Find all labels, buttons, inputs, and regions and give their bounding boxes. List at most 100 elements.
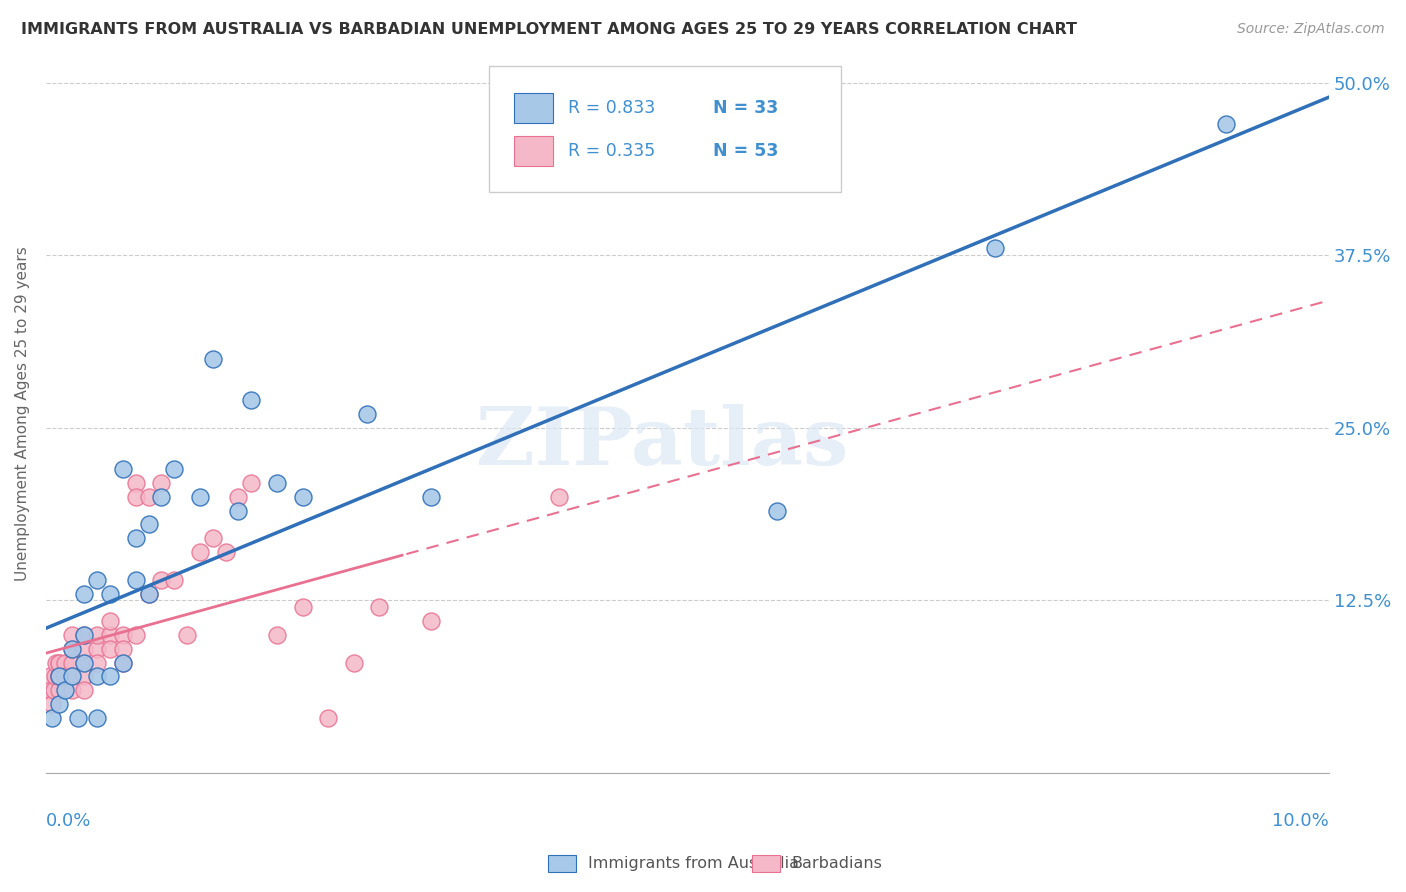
Point	[1215, 117, 1237, 131]
Point	[38, 669, 60, 683]
Point	[214, 545, 236, 559]
Point	[73, 656, 96, 670]
Point	[188, 490, 211, 504]
Point	[111, 462, 134, 476]
Point	[163, 462, 186, 476]
Point	[98, 669, 121, 683]
Point	[48, 669, 70, 683]
Point	[42, 683, 65, 698]
Point	[125, 573, 148, 587]
Point	[356, 407, 378, 421]
Point	[163, 573, 186, 587]
Point	[60, 628, 83, 642]
Text: 10.0%: 10.0%	[1272, 812, 1329, 830]
Text: R = 0.833: R = 0.833	[568, 99, 655, 117]
Point	[86, 669, 108, 683]
Text: R = 0.335: R = 0.335	[568, 143, 655, 161]
Point	[266, 628, 288, 642]
Text: N = 33: N = 33	[713, 99, 779, 117]
Point	[138, 586, 160, 600]
Point	[73, 669, 96, 683]
Point	[73, 586, 96, 600]
Point	[188, 545, 211, 559]
Point	[48, 683, 70, 698]
Point	[111, 656, 134, 670]
Point	[48, 697, 70, 711]
Point	[98, 641, 121, 656]
Point	[201, 531, 224, 545]
Text: Barbadians: Barbadians	[792, 856, 883, 871]
Text: Source: ZipAtlas.com: Source: ZipAtlas.com	[1237, 22, 1385, 37]
Point	[548, 490, 571, 504]
Point	[73, 683, 96, 698]
Point	[48, 669, 70, 683]
Point	[291, 490, 314, 504]
Point	[228, 490, 250, 504]
Point	[138, 517, 160, 532]
Point	[125, 490, 148, 504]
Point	[316, 711, 339, 725]
Point	[86, 641, 108, 656]
Point	[138, 490, 160, 504]
Point	[60, 656, 83, 670]
Point	[343, 656, 366, 670]
Point	[138, 586, 160, 600]
Point	[766, 504, 789, 518]
Point	[67, 711, 90, 725]
Point	[60, 683, 83, 698]
Y-axis label: Unemployment Among Ages 25 to 29 years: Unemployment Among Ages 25 to 29 years	[15, 247, 30, 582]
FancyBboxPatch shape	[488, 66, 841, 192]
Point	[60, 641, 83, 656]
Point	[150, 490, 173, 504]
Point	[41, 711, 63, 725]
Point	[48, 669, 70, 683]
Point	[111, 641, 134, 656]
Point	[44, 669, 66, 683]
Point	[53, 683, 76, 698]
Point	[60, 669, 83, 683]
Point	[150, 476, 173, 491]
Point	[45, 656, 67, 670]
Text: Immigrants from Australia: Immigrants from Australia	[588, 856, 799, 871]
Point	[48, 656, 70, 670]
Point	[53, 669, 76, 683]
Point	[98, 628, 121, 642]
Point	[48, 656, 70, 670]
Point	[73, 628, 96, 642]
Point	[291, 600, 314, 615]
Point	[266, 476, 288, 491]
Point	[86, 628, 108, 642]
Point	[984, 241, 1007, 255]
Point	[176, 628, 198, 642]
Point	[98, 586, 121, 600]
Point	[73, 656, 96, 670]
Point	[73, 628, 96, 642]
Point	[125, 628, 148, 642]
Point	[86, 711, 108, 725]
Point	[125, 476, 148, 491]
Text: 0.0%: 0.0%	[46, 812, 91, 830]
Point	[419, 490, 441, 504]
Point	[86, 573, 108, 587]
Point	[150, 573, 173, 587]
Point	[111, 656, 134, 670]
Bar	[515, 93, 553, 123]
Point	[60, 669, 83, 683]
Bar	[515, 136, 553, 167]
Text: IMMIGRANTS FROM AUSTRALIA VS BARBADIAN UNEMPLOYMENT AMONG AGES 25 TO 29 YEARS CO: IMMIGRANTS FROM AUSTRALIA VS BARBADIAN U…	[21, 22, 1077, 37]
Point	[53, 656, 76, 670]
Point	[419, 614, 441, 628]
Text: ZIPatlas: ZIPatlas	[475, 404, 848, 482]
Point	[111, 628, 134, 642]
Point	[73, 641, 96, 656]
Point	[228, 504, 250, 518]
Text: N = 53: N = 53	[713, 143, 779, 161]
Point	[368, 600, 391, 615]
Point	[125, 531, 148, 545]
Point	[60, 641, 83, 656]
Point	[201, 351, 224, 366]
Point	[41, 697, 63, 711]
Point	[39, 683, 62, 698]
Point	[240, 476, 263, 491]
Point	[98, 614, 121, 628]
